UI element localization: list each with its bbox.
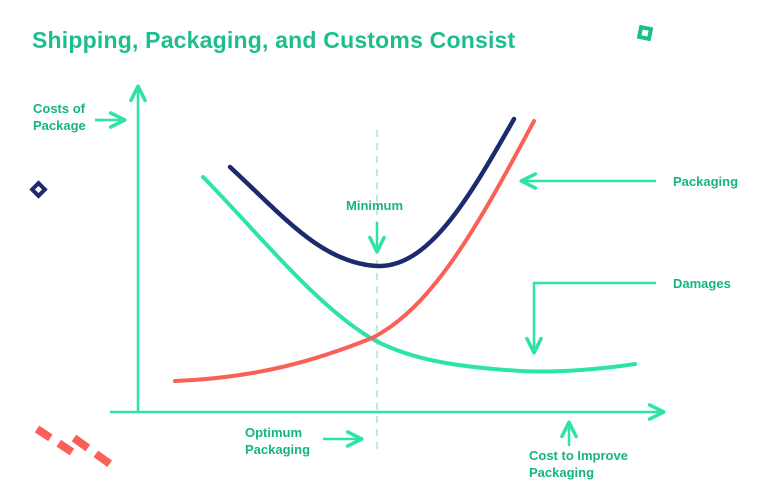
page-title: Shipping, Packaging, and Customs Consist (32, 27, 516, 53)
packaging-curve (173, 119, 536, 383)
packaging-label: Packaging (673, 174, 739, 189)
damages-arrow (525, 281, 656, 355)
total-cost-curve (227, 116, 517, 269)
decor-dash-line-lower (71, 434, 113, 468)
minimum-label: Minimum (346, 198, 404, 213)
damages-label: Damages (673, 276, 731, 291)
optimum-packaging-label: Optimum Packaging (245, 425, 311, 457)
y-axis-label: Costs of Package (33, 101, 86, 133)
decor-dash-line-upper (34, 425, 75, 456)
damages-curve (201, 175, 637, 374)
cost-to-improve-label: Cost to Improve Packaging (529, 448, 628, 480)
